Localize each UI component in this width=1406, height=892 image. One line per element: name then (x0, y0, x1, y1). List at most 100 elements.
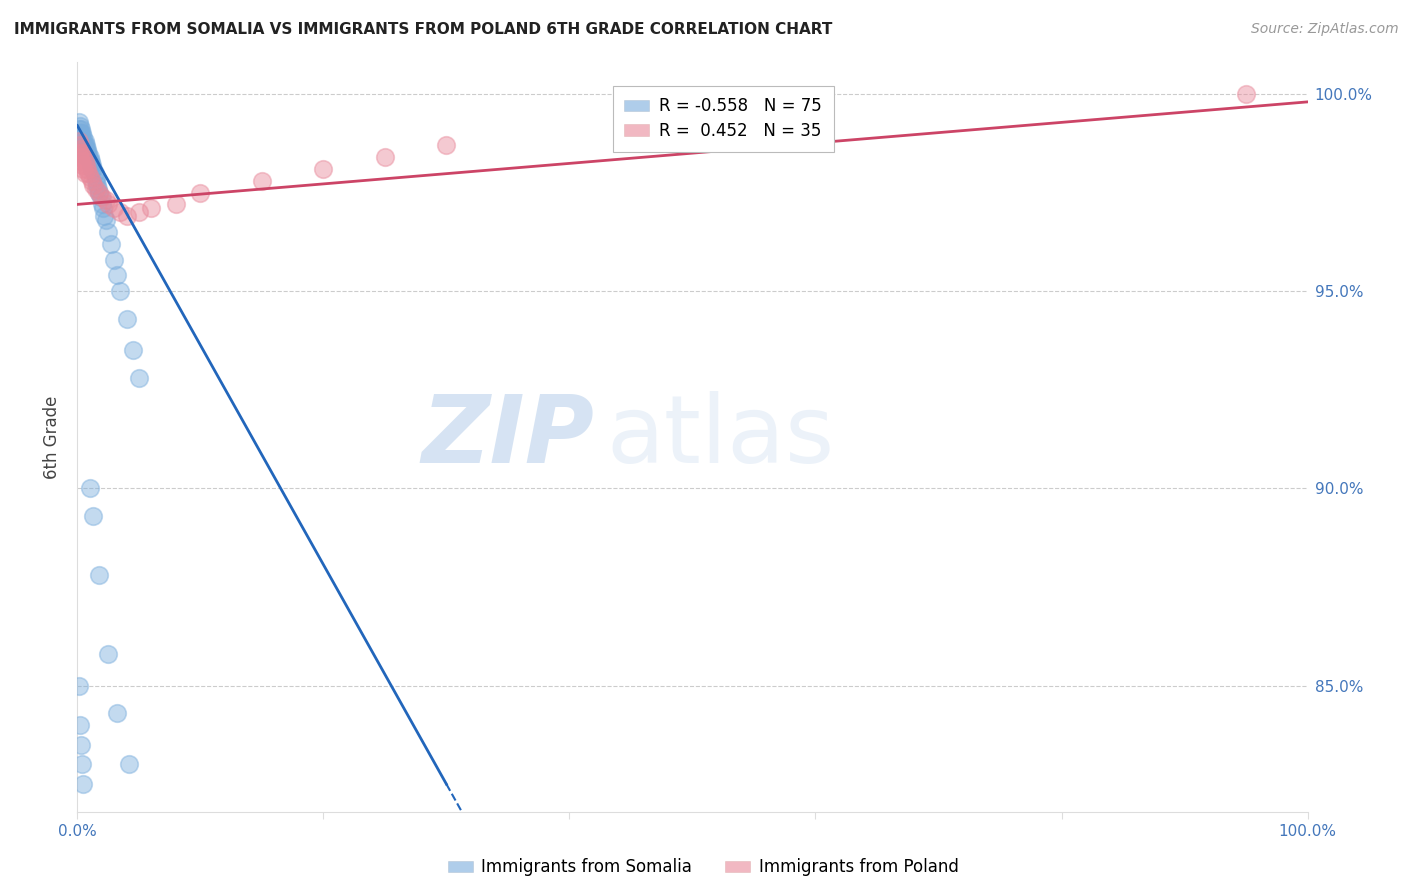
Point (77, 146, 100, 161)
Point (75, 158, 97, 172)
Point (97, 225, 120, 239)
Point (70, 146, 93, 161)
Point (70, 142, 93, 156)
Point (79, 150, 101, 164)
Text: atlas: atlas (606, 391, 835, 483)
Point (70, 138, 93, 153)
Point (89, 186, 111, 200)
Point (128, 205, 150, 219)
Point (79, 154, 101, 169)
Point (76, 142, 98, 156)
Point (69, 142, 91, 156)
Point (84, 169, 107, 184)
Point (76, 150, 98, 164)
Point (90, 197, 114, 211)
Point (70, 134, 93, 148)
Point (100, 236, 122, 251)
Point (91, 202, 114, 216)
Point (73, 134, 96, 148)
Point (86, 178, 108, 192)
Point (70, 738, 93, 752)
Point (69, 134, 91, 148)
Point (72, 161, 94, 176)
Point (115, 209, 138, 223)
Point (69, 718, 91, 732)
Point (70, 142, 93, 156)
Point (105, 268, 128, 283)
Text: Source: ZipAtlas.com: Source: ZipAtlas.com (1251, 22, 1399, 37)
Point (82, 174, 104, 188)
Text: IMMIGRANTS FROM SOMALIA VS IMMIGRANTS FROM POLAND 6TH GRADE CORRELATION CHART: IMMIGRANTS FROM SOMALIA VS IMMIGRANTS FR… (14, 22, 832, 37)
Point (141, 202, 163, 216)
Point (69, 127, 91, 141)
Point (312, 161, 335, 176)
Point (70, 154, 93, 169)
Point (70, 130, 93, 145)
Point (84, 181, 107, 195)
Point (94, 194, 117, 208)
Point (80, 154, 103, 169)
Point (70, 146, 93, 161)
Point (67, 114, 90, 128)
Point (75, 138, 97, 153)
Point (128, 371, 150, 385)
Point (72, 150, 94, 164)
Point (73, 166, 96, 180)
Point (83, 166, 105, 180)
Point (93, 209, 115, 223)
Point (73, 138, 96, 153)
Point (75, 146, 97, 161)
Point (70, 134, 93, 148)
Point (103, 202, 125, 216)
Point (250, 174, 273, 188)
Point (188, 186, 212, 200)
Point (89, 186, 111, 200)
Point (69, 119, 91, 133)
Point (105, 706, 128, 720)
Point (70, 127, 93, 141)
Point (73, 154, 96, 169)
Point (82, 161, 104, 176)
Point (90, 189, 112, 203)
Legend: R = -0.558   N = 75, R =  0.452   N = 35: R = -0.558 N = 75, R = 0.452 N = 35 (613, 86, 834, 152)
Point (75, 142, 97, 156)
Point (110, 284, 132, 298)
Point (67, 134, 90, 148)
Point (70, 158, 93, 172)
Text: ZIP: ZIP (422, 391, 595, 483)
Point (115, 311, 138, 326)
Point (97, 647, 120, 661)
Point (165, 197, 187, 211)
Point (67, 122, 90, 136)
Point (70, 138, 93, 153)
Point (77, 150, 100, 164)
Point (1234, 87, 1257, 101)
Point (69, 150, 91, 164)
Point (121, 343, 143, 358)
Point (72, 134, 94, 148)
Point (73, 146, 96, 161)
Point (94, 213, 117, 227)
Point (67, 134, 90, 148)
Point (70, 146, 93, 161)
Point (89, 568, 111, 582)
Point (69, 138, 91, 153)
Point (82, 158, 104, 172)
Point (73, 142, 96, 156)
Point (436, 138, 458, 153)
Legend: Immigrants from Somalia, Immigrants from Poland: Immigrants from Somalia, Immigrants from… (447, 858, 959, 877)
Point (69, 130, 91, 145)
Point (72, 130, 94, 145)
Point (69, 138, 91, 153)
Point (103, 252, 125, 267)
Point (82, 178, 104, 192)
Point (110, 205, 132, 219)
Point (70, 757, 93, 772)
Y-axis label: 6th Grade: 6th Grade (44, 395, 62, 479)
Point (87, 181, 110, 195)
Point (77, 166, 100, 180)
Point (76, 161, 98, 176)
Point (76, 146, 98, 161)
Point (90, 189, 114, 203)
Point (70, 142, 93, 156)
